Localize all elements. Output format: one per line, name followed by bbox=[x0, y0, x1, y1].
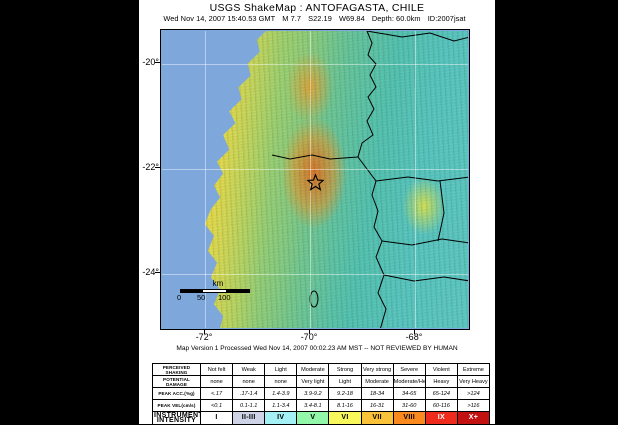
cell-pga-6: 18-34 bbox=[360, 387, 394, 400]
cell-shaking-4: Moderate bbox=[296, 363, 330, 376]
scale-unit-label: km bbox=[212, 279, 224, 288]
map-header: USGS ShakeMap : ANTOFAGASTA, CHILE Wed N… bbox=[139, 2, 495, 24]
latitude-label-20: -20° bbox=[142, 57, 159, 67]
row-label-potential-damage: POTENTIAL DAMAGE bbox=[152, 375, 201, 388]
intensity-legend-table: PERCEIVED SHAKING Not felt Weak Light Mo… bbox=[152, 363, 491, 425]
table-row-perceived-shaking: PERCEIVED SHAKING Not felt Weak Light Mo… bbox=[152, 363, 491, 376]
cell-intensity-IX: IX bbox=[424, 411, 458, 425]
event-id: ID:2007jsat bbox=[427, 14, 466, 23]
cell-pga-3: 1.4-3.9 bbox=[264, 387, 298, 400]
cell-damage-5: Light bbox=[328, 375, 362, 388]
cell-pga-8: 65-124 bbox=[424, 387, 458, 400]
cell-damage-6: Moderate bbox=[360, 375, 394, 388]
cell-pgv-3: 1.1-3.4 bbox=[264, 399, 298, 412]
event-longitude: W69.84 bbox=[338, 14, 365, 23]
cell-pgv-4: 3.4-8.1 bbox=[296, 399, 330, 412]
latitude-label-22: -22° bbox=[142, 162, 159, 172]
political-borders-layer bbox=[162, 31, 468, 328]
page-title: USGS ShakeMap : ANTOFAGASTA, CHILE bbox=[209, 2, 425, 14]
longitude-label-70: -70° bbox=[300, 332, 318, 342]
scale-bar-graphic bbox=[180, 289, 250, 293]
cell-pga-5: 9.2-18 bbox=[328, 387, 362, 400]
cell-damage-3: none bbox=[264, 375, 298, 388]
event-datetime: Wed Nov 14, 2007 15:40.53 GMT bbox=[163, 14, 276, 23]
cell-pgv-5: 8.1-16 bbox=[328, 399, 362, 412]
longitude-label-68: -68° bbox=[405, 332, 423, 342]
cell-pgv-1: <0.1 bbox=[199, 399, 234, 412]
graticule-layer bbox=[162, 31, 468, 328]
processing-footer: Map Version 1 Processed Wed Nov 14, 2007… bbox=[176, 345, 458, 352]
cell-shaking-2: Weak bbox=[232, 363, 266, 376]
row-label-perceived-shaking: PERCEIVED SHAKING bbox=[152, 363, 201, 376]
cell-shaking-6: Very strong bbox=[360, 363, 394, 376]
row-label-peak-acc: PEAK ACC.(%g) bbox=[152, 387, 201, 400]
table-row-potential-damage: POTENTIAL DAMAGE none none none Very lig… bbox=[152, 375, 491, 388]
cell-pga-2: .17-1.4 bbox=[232, 387, 266, 400]
cell-damage-1: none bbox=[199, 375, 234, 388]
event-magnitude: M 7.7 bbox=[282, 14, 302, 23]
event-latitude: S22.19 bbox=[308, 14, 332, 23]
latitude-label-24: -24° bbox=[142, 267, 159, 277]
cell-pgv-9: >116 bbox=[456, 399, 491, 412]
cell-intensity-V: V bbox=[296, 411, 330, 425]
cell-shaking-9: Extreme bbox=[456, 363, 491, 376]
cell-shaking-8: Violent bbox=[424, 363, 458, 376]
cell-intensity-I: I bbox=[199, 411, 234, 425]
row-label-peak-vel: PEAK VEL(cm/s) bbox=[152, 399, 201, 412]
cell-damage-9: Very Heavy bbox=[456, 375, 491, 388]
scale-tick-labels: 0 50 100 bbox=[177, 293, 250, 303]
cell-pgv-7: 31-60 bbox=[392, 399, 426, 412]
cell-intensity-VI: VI bbox=[328, 411, 362, 425]
cell-pgv-6: 16-31 bbox=[360, 399, 394, 412]
cell-pgv-8: 60-116 bbox=[424, 399, 458, 412]
cell-pga-1: <.17 bbox=[199, 387, 234, 400]
event-depth: Depth: 60.0km bbox=[371, 14, 421, 23]
scale-tick-100: 100 bbox=[218, 293, 231, 302]
scale-tick-50: 50 bbox=[197, 293, 206, 302]
cell-pga-4: 3.9-9.2 bbox=[296, 387, 330, 400]
row-label-instrumental-intensity: INSTRUMENTAL INTENSITY bbox=[152, 411, 201, 425]
cell-intensity-IV: IV bbox=[264, 411, 298, 425]
cell-intensity-X: X+ bbox=[456, 411, 491, 425]
scale-bar: km 0 50 100 bbox=[177, 279, 260, 303]
cell-shaking-1: Not felt bbox=[199, 363, 234, 376]
cell-shaking-3: Light bbox=[264, 363, 298, 376]
cell-pga-7: 34-65 bbox=[392, 387, 426, 400]
longitude-label-72: -72° bbox=[195, 332, 213, 342]
cell-damage-8: Heavy bbox=[424, 375, 458, 388]
cell-intensity-II-III: II-III bbox=[232, 411, 266, 425]
event-summary: Wed Nov 14, 2007 15:40.53 GMT M 7.7 S22.… bbox=[139, 14, 495, 24]
cell-damage-4: Very light bbox=[296, 375, 330, 388]
cell-shaking-5: Strong bbox=[328, 363, 362, 376]
cell-pga-9: >124 bbox=[456, 387, 491, 400]
cell-intensity-VIII: VIII bbox=[392, 411, 426, 425]
cell-damage-2: none bbox=[232, 375, 266, 388]
cell-pgv-2: 0.1-1.1 bbox=[232, 399, 266, 412]
table-row-peak-acc: PEAK ACC.(%g) <.17 .17-1.4 1.4-3.9 3.9-9… bbox=[152, 387, 491, 400]
epicenter-star-icon bbox=[307, 174, 324, 191]
cell-intensity-VII: VII bbox=[360, 411, 394, 425]
cell-damage-7: Moderate/Heavy bbox=[392, 375, 426, 388]
scale-tick-0: 0 bbox=[177, 293, 182, 302]
table-row-peak-vel: PEAK VEL(cm/s) <0.1 0.1-1.1 1.1-3.4 3.4-… bbox=[152, 399, 491, 412]
table-row-instrumental-intensity: INSTRUMENTAL INTENSITY I II-III IV V VI … bbox=[152, 411, 491, 425]
cell-shaking-7: Severe bbox=[392, 363, 426, 376]
shakemap-canvas[interactable]: km 0 50 100 bbox=[160, 29, 470, 330]
